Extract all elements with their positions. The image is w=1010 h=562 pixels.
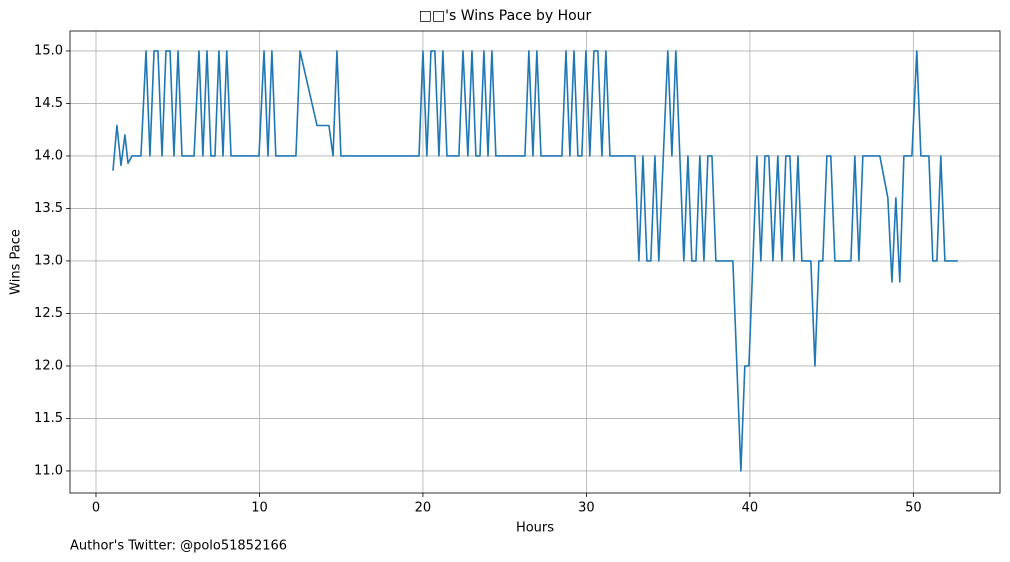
y-tick-label: 11.0 <box>34 463 63 478</box>
data-line <box>112 50 958 472</box>
x-tick-label: 20 <box>415 501 432 516</box>
y-tick-label: 13.0 <box>34 253 63 268</box>
y-tick-label: 11.5 <box>34 411 63 426</box>
footnote: Author's Twitter: @polo51852166 <box>70 539 287 554</box>
x-tick-label: 30 <box>578 501 595 516</box>
x-tick-label: 50 <box>905 501 922 516</box>
y-tick-label: 12.5 <box>34 306 63 321</box>
y-axis-label: Wins Pace <box>9 229 24 295</box>
chart-title: □□'s Wins Pace by Hour <box>419 8 592 24</box>
plot-frame <box>69 30 1001 494</box>
x-tick-label: 40 <box>742 501 759 516</box>
x-tick-label: 10 <box>251 501 268 516</box>
y-tick-label: 15.0 <box>34 43 63 58</box>
x-tick-label: 0 <box>92 501 100 516</box>
y-tick-label: 12.0 <box>34 358 63 373</box>
x-axis-label: Hours <box>516 521 554 536</box>
y-tick-label: 13.5 <box>34 201 63 216</box>
y-tick-label: 14.5 <box>34 96 63 111</box>
y-tick-label: 14.0 <box>34 148 63 163</box>
